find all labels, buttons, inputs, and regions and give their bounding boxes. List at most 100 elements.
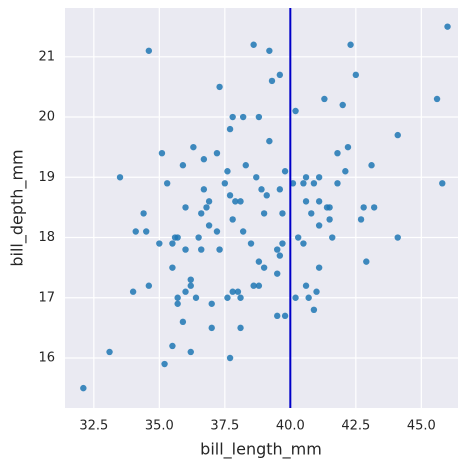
point [200, 186, 208, 193]
point [302, 174, 310, 181]
y-tick-label: 18 [38, 230, 55, 245]
plot-area [65, 8, 458, 408]
point [221, 180, 229, 187]
point [360, 204, 367, 211]
point [326, 204, 333, 211]
point [250, 282, 257, 289]
point [169, 342, 176, 350]
point [444, 23, 451, 30]
point [315, 222, 323, 229]
point [242, 162, 249, 169]
point [266, 47, 273, 54]
point [308, 210, 315, 217]
point [344, 143, 352, 151]
point [169, 264, 176, 271]
point [174, 300, 181, 307]
point [205, 198, 213, 205]
point [187, 282, 194, 289]
point [247, 240, 255, 247]
point [229, 288, 236, 295]
point [179, 318, 187, 326]
x-tick-label: 40.0 [276, 419, 305, 434]
point [294, 234, 302, 241]
point [226, 192, 234, 199]
point [253, 174, 260, 181]
y-tick-label: 16 [38, 351, 55, 366]
point [250, 41, 257, 48]
point [226, 354, 234, 362]
point [169, 240, 176, 247]
point [132, 228, 139, 235]
point [300, 240, 307, 247]
y-axis-label: bill_depth_mm [8, 149, 28, 266]
point [347, 41, 354, 48]
point [229, 113, 236, 121]
point [260, 210, 268, 217]
point [263, 192, 270, 199]
point [276, 71, 284, 79]
y-tick-label: 17 [38, 290, 55, 305]
point [439, 180, 446, 187]
point [203, 204, 210, 211]
point [255, 113, 263, 121]
point [274, 246, 281, 253]
point [208, 324, 215, 332]
point [237, 198, 244, 205]
point [237, 294, 244, 301]
point [279, 210, 286, 217]
point [200, 156, 208, 163]
point [289, 180, 297, 187]
point [143, 228, 150, 235]
point [258, 186, 265, 193]
point [433, 95, 441, 103]
y-tick-label: 21 [38, 49, 55, 64]
point [198, 246, 205, 253]
point [394, 234, 401, 241]
point [368, 162, 375, 169]
point [195, 234, 202, 241]
point [234, 288, 242, 295]
point [237, 324, 244, 332]
point [179, 162, 187, 169]
point [213, 149, 221, 157]
point [80, 384, 87, 392]
point [224, 168, 231, 175]
point [274, 312, 281, 320]
point [145, 282, 153, 289]
point [266, 137, 273, 145]
point [187, 276, 194, 283]
point [329, 234, 336, 241]
point [363, 258, 370, 265]
point [326, 216, 333, 223]
point [315, 264, 323, 271]
point [313, 288, 320, 295]
point [158, 149, 166, 157]
point [129, 288, 137, 295]
point [216, 246, 223, 253]
x-tick-label: 45.0 [407, 419, 436, 434]
point [174, 294, 181, 301]
point [255, 282, 263, 289]
point [232, 198, 239, 205]
point [274, 270, 281, 277]
point [310, 306, 318, 314]
point [161, 360, 168, 368]
point [239, 228, 247, 235]
point [182, 246, 189, 253]
point [276, 186, 284, 193]
x-axis-label: bill_length_mm [200, 440, 322, 460]
point [182, 288, 189, 295]
point [226, 125, 234, 133]
point [315, 198, 323, 205]
point [334, 180, 341, 187]
point [292, 107, 299, 115]
point [305, 294, 312, 301]
point [268, 77, 276, 85]
point [145, 47, 153, 54]
point [208, 300, 215, 307]
point [339, 101, 346, 109]
x-tick-label: 37.5 [210, 419, 239, 434]
point [260, 264, 268, 271]
point [334, 149, 341, 157]
point [190, 143, 197, 151]
